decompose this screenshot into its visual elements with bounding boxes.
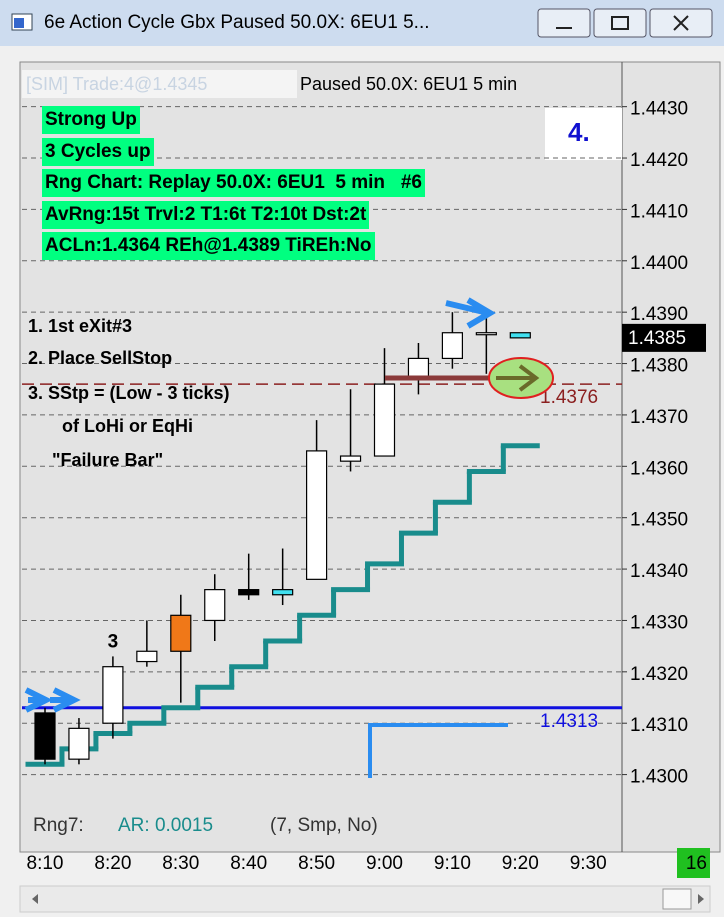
y-tick-label: 1.4390 [630,304,688,325]
y-tick-label: 1.4310 [630,715,688,736]
step-label: 4. [568,117,590,147]
y-tick-label: 1.4330 [630,612,688,633]
window-icon-inner [14,18,24,28]
last-price-box [622,323,706,352]
y-tick-label: 1.4420 [630,150,688,171]
maximize-icon [611,16,629,30]
footer-name: Rng7: [33,815,84,836]
last-price-label: 1.4385 [628,328,686,349]
info-line: 3 Cycles up [42,137,154,166]
sim-box [22,70,297,98]
info-line: AvRng:15t Trvl:2 T1:6t T2:10t Dst:2t [42,200,370,229]
x-tick-label: 9:30 [570,853,607,874]
scroll-left[interactable] [32,894,38,904]
bar-label: 3 [108,631,119,652]
stop-arrow [496,364,540,392]
scroll-right[interactable] [698,894,704,904]
y-tick-label: 1.4350 [630,510,688,531]
annotation: 1. 1st eXit#3 [28,316,133,336]
candle-body [441,332,463,360]
sim-trade: [SIM] Trade:4@1.4345 [26,74,207,94]
x-tick-label: 8:50 [298,853,335,874]
candle-body [272,589,294,596]
info-line: ACLn:1.4364 REh@1.4389 TiREh:No [42,232,375,260]
bar-count-box [677,848,710,878]
candle-body [34,712,56,760]
y-tick-label: 1.4360 [630,458,688,479]
x-tick-label: 8:20 [94,853,131,874]
y-tick-label: 1.4340 [630,561,688,582]
x-tick-label: 9:10 [434,853,471,874]
info-line: Rng Chart: Replay 50.0X: 6EU1 5 min #6 [42,169,425,197]
y-tick-label: 1.4370 [630,407,688,428]
x-tick-label: 8:10 [27,853,64,874]
candle-body [475,332,497,336]
candle-body [136,650,158,663]
candle-body [339,455,362,462]
bar-count: 16 [686,853,707,874]
minimize-button[interactable] [537,8,591,38]
level-label: 1.4313 [540,711,598,732]
footer-ar: AR: 0.0015 [118,815,213,836]
step-box [545,108,622,160]
exit-arrow [445,297,496,329]
status: Paused 50.0X: 6EU1 5 min [300,74,517,94]
plot: 1.4300 1.4310 1.4320 1.4330 1.4340 1.4350 1.43… [22,99,688,874]
info-line: Strong Up [42,106,140,134]
level-label: 1.4376 [540,387,598,408]
y-tick-label: 1.4380 [630,356,688,377]
maximize-button[interactable] [593,8,647,38]
x-tick-label: 9:00 [366,853,403,874]
candle-body [373,383,396,457]
y-tick-label: 1.4300 [630,767,688,788]
y-tick-label: 1.4430 [630,99,688,120]
y-tick-label: 1.4320 [630,664,688,685]
y-tick-label: 1.4400 [630,253,688,274]
footer-params: (7, Smp, No) [270,815,378,836]
target-bracket [368,723,508,778]
annotation: 3. SStp = (Low - 3 ticks) [28,383,230,403]
scrollbar[interactable] [19,885,711,913]
candle-body [238,589,260,596]
annotation: 2. Place SellStop [28,348,173,368]
candle-body [204,589,226,622]
candle-body [306,450,328,580]
scroll-thumb[interactable] [662,888,692,910]
annotation: of LoHi or EqHi [62,416,193,436]
annotation: "Failure Bar" [52,450,164,470]
candle-body [170,614,192,652]
candle-body [509,332,531,339]
close-icon [673,15,689,31]
x-tick-label: 8:30 [162,853,199,874]
y-tick-label: 1.4410 [630,201,688,222]
window-title: 6e Action Cycle Gbx Paused 50.0X: 6EU1 5… [44,12,430,33]
candle-body [102,666,124,724]
entry-arrows [24,687,81,713]
candle-body [68,727,90,760]
x-tick-label: 8:40 [230,853,267,874]
x-tick-label: 9:20 [502,853,539,874]
